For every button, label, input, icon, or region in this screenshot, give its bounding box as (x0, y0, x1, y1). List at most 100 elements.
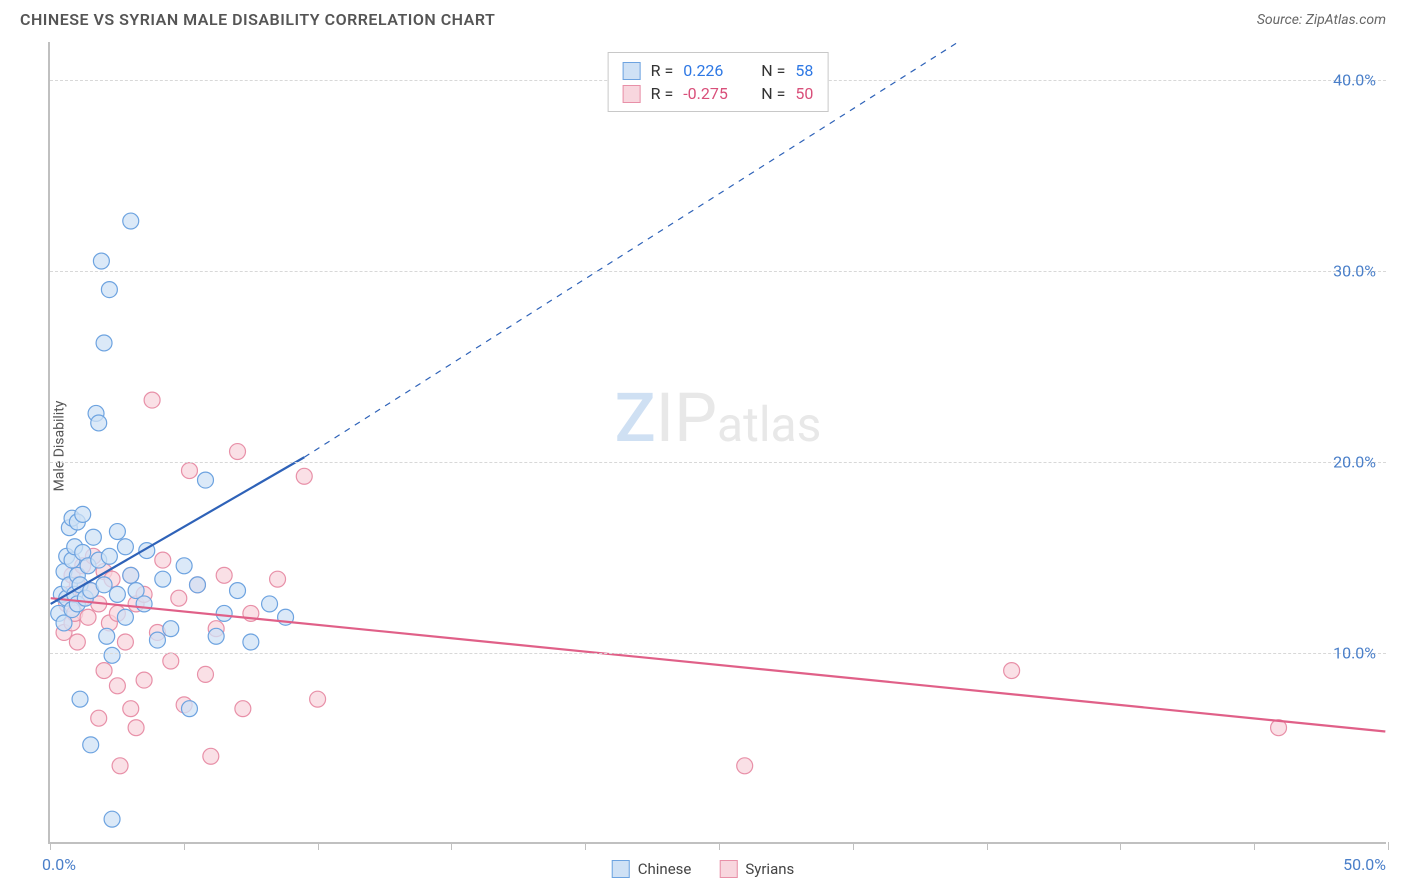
data-point (109, 678, 125, 694)
data-point (96, 577, 112, 593)
data-point (136, 596, 152, 612)
data-point (69, 634, 85, 650)
source-attribution: Source: ZipAtlas.com (1257, 12, 1386, 28)
r-label: R = (651, 61, 674, 80)
data-point (243, 634, 259, 650)
n-label: N = (761, 84, 785, 103)
y-tick-label: 20.0% (1333, 453, 1376, 472)
r-value-syrians: -0.275 (683, 84, 743, 103)
x-tick-label-min: 0.0% (42, 855, 76, 874)
scatter-svg (50, 42, 1386, 842)
data-point (75, 506, 91, 522)
data-point (93, 253, 109, 269)
data-point (91, 710, 107, 726)
data-point (99, 628, 115, 644)
data-point (198, 472, 214, 488)
data-point (181, 463, 197, 479)
n-value-syrians: 50 (795, 84, 813, 103)
data-point (101, 548, 117, 564)
gridline (50, 271, 1386, 272)
x-tick (1120, 842, 1121, 850)
x-tick-label-max: 50.0% (1343, 855, 1386, 874)
data-point (230, 583, 246, 599)
data-point (117, 609, 133, 625)
x-tick (1254, 842, 1255, 850)
data-point (117, 539, 133, 555)
x-tick (1388, 842, 1389, 850)
chart-title: CHINESE VS SYRIAN MALE DISABILITY CORREL… (20, 10, 495, 29)
data-point (104, 647, 120, 663)
x-tick (184, 842, 185, 850)
data-point (163, 653, 179, 669)
x-tick (318, 842, 319, 850)
data-point (235, 701, 251, 717)
data-point (136, 672, 152, 688)
data-point (109, 586, 125, 602)
gridline (50, 462, 1386, 463)
data-point (208, 628, 224, 644)
data-point (112, 758, 128, 774)
r-value-chinese: 0.226 (683, 61, 743, 80)
r-label: R = (651, 84, 674, 103)
gridline (50, 653, 1386, 654)
n-label: N = (761, 61, 785, 80)
data-point (117, 634, 133, 650)
y-tick-label: 30.0% (1333, 262, 1376, 281)
data-point (163, 621, 179, 637)
data-point (109, 524, 125, 540)
x-tick (853, 842, 854, 850)
legend-swatch-chinese (623, 62, 641, 80)
data-point (155, 552, 171, 568)
x-tick (50, 842, 51, 850)
legend-row-syrians: R = -0.275 N = 50 (623, 82, 814, 105)
data-point (181, 701, 197, 717)
data-point (190, 577, 206, 593)
data-point (216, 567, 232, 583)
data-point (101, 282, 117, 298)
data-point (296, 468, 312, 484)
legend-swatch-syrians (623, 85, 641, 103)
data-point (123, 213, 139, 229)
data-point (91, 415, 107, 431)
data-point (216, 605, 232, 621)
data-point (198, 666, 214, 682)
y-tick-label: 10.0% (1333, 644, 1376, 663)
data-point (85, 529, 101, 545)
data-point (96, 663, 112, 679)
legend-swatch-syrians-icon (719, 860, 737, 878)
data-point (104, 811, 120, 827)
legend-label-chinese: Chinese (638, 860, 692, 878)
data-point (203, 748, 219, 764)
x-tick (987, 842, 988, 850)
data-point (270, 571, 286, 587)
x-tick (719, 842, 720, 850)
legend-swatch-chinese-icon (612, 860, 630, 878)
x-tick (585, 842, 586, 850)
series-legend: Chinese Syrians (612, 860, 795, 878)
data-point (155, 571, 171, 587)
data-point (128, 720, 144, 736)
data-point (737, 758, 753, 774)
data-point (72, 691, 88, 707)
data-point (144, 392, 160, 408)
legend-row-chinese: R = 0.226 N = 58 (623, 59, 814, 82)
data-point (171, 590, 187, 606)
legend-label-syrians: Syrians (745, 860, 794, 878)
data-point (230, 444, 246, 460)
data-point (310, 691, 326, 707)
correlation-legend: R = 0.226 N = 58 R = -0.275 N = 50 (608, 52, 829, 112)
y-tick-label: 40.0% (1333, 71, 1376, 90)
data-point (176, 558, 192, 574)
data-point (80, 609, 96, 625)
data-point (149, 632, 165, 648)
data-point (262, 596, 278, 612)
legend-item-chinese: Chinese (612, 860, 692, 878)
n-value-chinese: 58 (795, 61, 813, 80)
legend-item-syrians: Syrians (719, 860, 794, 878)
data-point (1004, 663, 1020, 679)
data-point (123, 567, 139, 583)
x-tick (451, 842, 452, 850)
data-point (96, 335, 112, 351)
data-point (83, 737, 99, 753)
data-point (123, 701, 139, 717)
